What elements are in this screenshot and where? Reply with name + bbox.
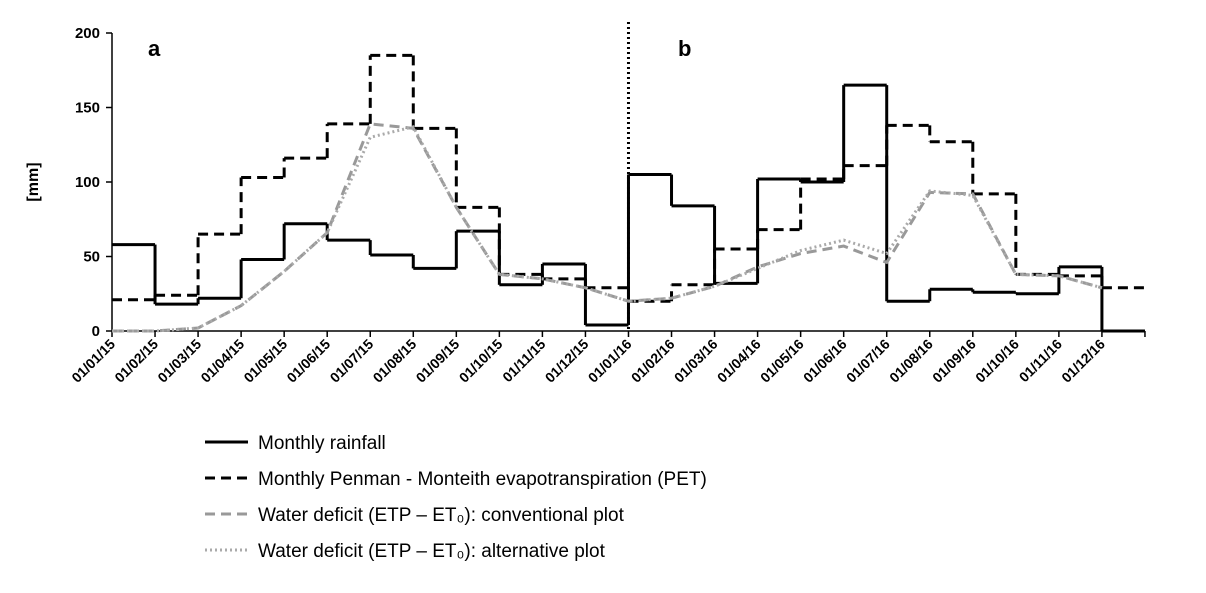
- legend-label: Water deficit (ETP – ET₀): conventional …: [258, 505, 625, 526]
- legend-label: Monthly Penman - Monteith evapotranspira…: [258, 469, 707, 490]
- x-tick-label: 01/07/15: [327, 336, 377, 386]
- x-tick-label: 01/08/16: [886, 336, 936, 386]
- y-tick-label: 50: [83, 249, 100, 266]
- y-axis-label: [mm]: [25, 162, 42, 201]
- x-tick-label: 01/04/15: [197, 336, 247, 386]
- legend-label: Monthly rainfall: [258, 433, 386, 454]
- x-tick-label: 01/04/16: [714, 336, 764, 386]
- x-tick-label: 01/10/16: [972, 336, 1022, 386]
- x-tick-label: 01/12/15: [542, 336, 592, 386]
- line: [112, 125, 1103, 333]
- x-tick-label: 01/07/16: [843, 336, 893, 386]
- y-tick-label: 100: [75, 174, 100, 191]
- line: [112, 122, 1103, 333]
- x-tick-label: 01/06/16: [800, 336, 850, 386]
- y-tick-label: 200: [75, 25, 100, 42]
- legend-label: Water deficit (ETP – ET₀): alternative p…: [258, 541, 606, 562]
- x-tick-label: 01/06/15: [283, 336, 333, 386]
- x-tick-label: 01/05/16: [757, 336, 807, 386]
- x-tick-label: 01/09/16: [929, 336, 979, 386]
- x-tick-label: 01/09/15: [413, 336, 463, 386]
- x-tick-label: 01/08/15: [370, 336, 420, 386]
- x-tick-label: 01/03/15: [154, 336, 204, 386]
- x-tick-label: 01/05/15: [240, 336, 290, 386]
- y-tick-label: 0: [92, 323, 100, 340]
- x-tick-label: 01/03/16: [671, 336, 721, 386]
- x-tick-label: 01/11/15: [499, 336, 548, 385]
- x-tick-label: 01/12/16: [1058, 336, 1108, 386]
- x-tick-label: 01/11/16: [1016, 336, 1065, 385]
- x-tick-label: 01/01/16: [585, 336, 635, 386]
- x-tick-label: 01/10/15: [456, 336, 506, 386]
- y-tick-label: 150: [75, 100, 100, 117]
- x-tick-label: 01/02/16: [628, 336, 678, 386]
- panel-label: a: [148, 36, 161, 61]
- x-tick-label: 01/01/15: [68, 336, 118, 386]
- x-tick-label: 01/02/15: [111, 336, 161, 386]
- panel-label: b: [678, 36, 691, 61]
